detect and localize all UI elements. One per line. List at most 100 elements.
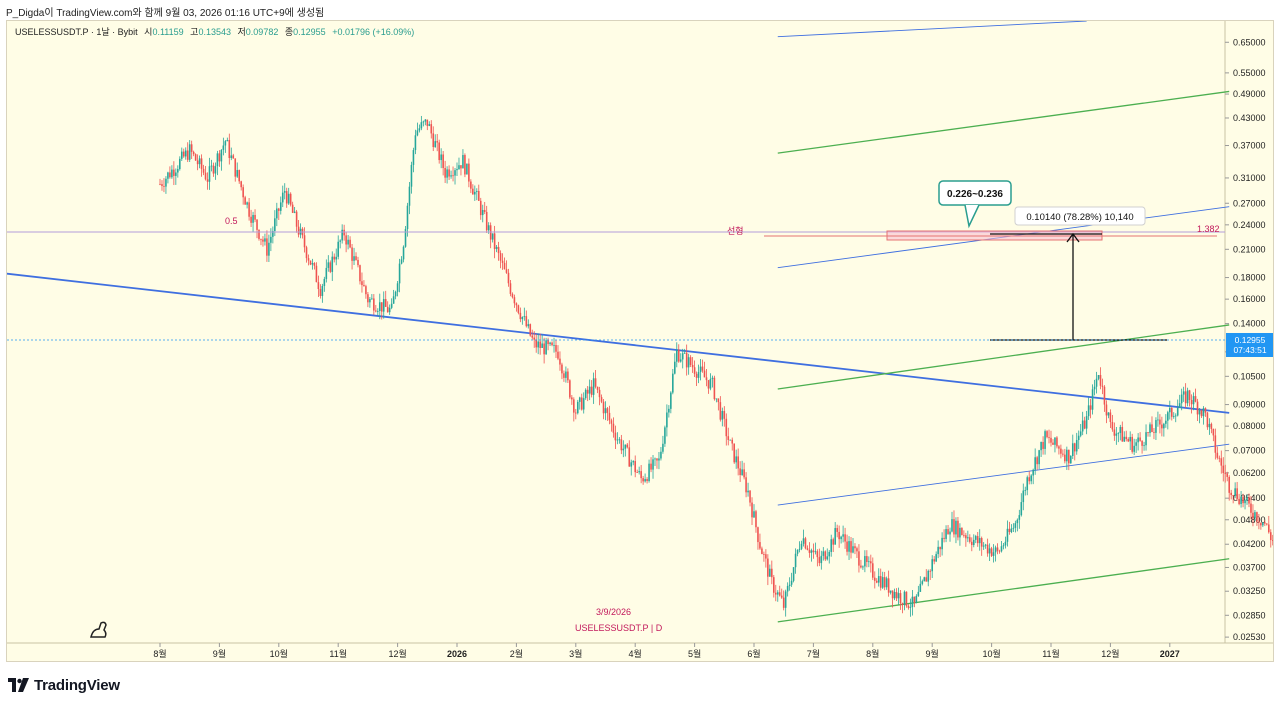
x-tick-label: 2027	[1160, 649, 1180, 659]
candle-body	[232, 155, 235, 159]
candle-body	[450, 175, 452, 177]
candle-body	[640, 471, 642, 479]
dino-icon[interactable]	[90, 621, 107, 638]
candle-body	[727, 436, 730, 440]
candle-body	[230, 155, 233, 159]
candle-body	[555, 345, 557, 352]
candle-body	[664, 427, 666, 444]
tradingview-brand: TradingView	[34, 676, 120, 694]
candle-body	[650, 463, 652, 470]
candle-body	[499, 253, 502, 261]
candle-body	[965, 535, 967, 539]
candle-body	[565, 371, 567, 378]
candle-body	[915, 595, 918, 603]
candle-body	[648, 463, 650, 482]
candle-body	[1125, 436, 1128, 440]
candle-body	[972, 539, 975, 546]
candle-body	[497, 246, 500, 254]
candle-body	[1258, 521, 1260, 523]
candle-body	[725, 418, 728, 437]
candle-body	[590, 386, 593, 395]
candle-body	[1062, 453, 1064, 455]
candle-body	[1196, 401, 1199, 415]
candle-body	[1266, 523, 1268, 525]
candle-body	[264, 238, 266, 242]
candle-body	[1212, 428, 1215, 436]
candle-body	[1222, 465, 1225, 474]
candle-body	[1101, 385, 1104, 387]
legend-close: 0.12955	[293, 27, 326, 37]
candle-body	[1149, 424, 1151, 433]
callout-text: 0.226~0.236	[947, 189, 1003, 200]
candle-body	[747, 490, 749, 493]
measure-arrow-head	[1066, 232, 1080, 243]
candle-body	[238, 170, 240, 182]
y-tick-label: 0.02850	[1233, 610, 1266, 620]
candle-body	[341, 229, 343, 241]
legend-symbol: USELESSUSDT.P · 1날 · Bybit	[15, 27, 138, 37]
candle-body	[567, 371, 569, 381]
candle-body	[596, 386, 599, 390]
candle-body	[477, 190, 480, 201]
candle-body	[1077, 435, 1080, 441]
candle-body	[721, 410, 724, 420]
candle-body	[493, 233, 496, 249]
candle-body	[563, 373, 565, 378]
candle-body	[1097, 375, 1100, 379]
candle-body	[309, 260, 312, 265]
candle-body	[382, 299, 385, 312]
candle-body	[406, 205, 409, 230]
y-tick-label: 0.31000	[1233, 173, 1266, 183]
candle-body	[295, 211, 298, 227]
candle-body	[717, 398, 720, 403]
candle-body	[1236, 488, 1238, 499]
candle-body	[1232, 495, 1234, 496]
tradingview-footer[interactable]: TradingView	[8, 674, 120, 696]
candle-body	[873, 577, 876, 581]
candle-body	[1103, 386, 1106, 405]
candle-body	[1071, 443, 1074, 456]
candle-body	[875, 580, 878, 583]
candle-body	[369, 298, 371, 303]
publisher-text: P_Digda이 TradingView.com와 함께 9월 03, 2026…	[6, 8, 325, 19]
candle-body	[472, 188, 474, 195]
candle-body	[1194, 396, 1197, 402]
candle-body	[466, 163, 468, 175]
chart-panel[interactable]: 0.65000 0.55000 0.49000 0.43000 0.37000 0.310…	[6, 20, 1274, 662]
candle-body	[549, 342, 551, 345]
candle-body	[190, 144, 193, 152]
y-tick-label: 0.37000	[1233, 141, 1266, 151]
candle-body	[826, 556, 829, 560]
legend-open-label: 시	[144, 27, 153, 37]
candle-body	[632, 461, 635, 463]
candle-body	[967, 537, 969, 539]
candle-body	[794, 553, 797, 568]
channel-upper-blue	[777, 21, 1087, 38]
candle-body	[1038, 450, 1040, 465]
candle-body	[495, 246, 498, 249]
candle-body	[949, 531, 951, 535]
candle-body	[537, 341, 539, 348]
candle-body	[1089, 405, 1092, 410]
candle-body	[1264, 522, 1266, 524]
candle-body	[384, 299, 387, 307]
candle-body	[984, 544, 987, 546]
candle-body	[319, 289, 322, 296]
callout-pointer	[964, 204, 980, 229]
price-axis[interactable]: 0.65000 0.55000 0.49000 0.43000 0.37000 0.310…	[1225, 37, 1266, 642]
y-tick-label: 0.09000	[1233, 400, 1266, 410]
candle-body	[1123, 436, 1126, 442]
candle-body	[691, 364, 694, 368]
candle-body	[404, 229, 407, 247]
publisher-bar: P_Digda이 TradingView.com와 함께 9월 03, 2026…	[0, 0, 1280, 20]
candle-body	[529, 324, 532, 336]
candle-body	[380, 302, 383, 312]
price-chart[interactable]: 0.65000 0.55000 0.49000 0.43000 0.37000 0.310…	[7, 21, 1274, 662]
candle-body	[1131, 436, 1133, 452]
candle-body	[359, 265, 361, 282]
candle-body	[278, 208, 280, 211]
time-axis[interactable]: 8월 9월 10월 11월 12월 2026 2월 3월 4월 5월 6월 7월 8월 9월 10월 11월 1…	[153, 643, 1180, 659]
candle-body	[1157, 419, 1159, 421]
candle-body	[1093, 386, 1096, 390]
candle-body	[208, 166, 211, 182]
